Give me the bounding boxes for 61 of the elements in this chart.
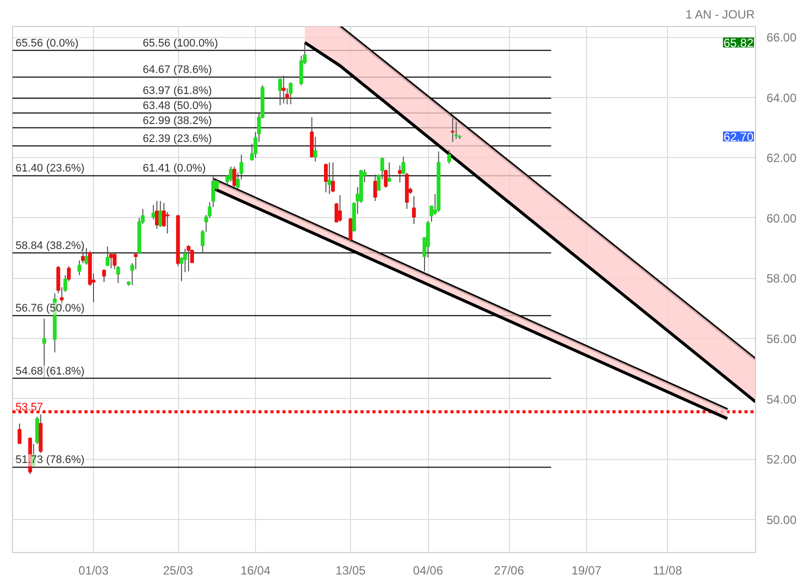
candlestick [228, 166, 233, 182]
ref-line-label: 53.57 [16, 402, 44, 414]
y-tick-label: 50.00 [766, 512, 797, 527]
candlestick [102, 268, 106, 283]
x-tick-label: 19/07 [571, 564, 602, 578]
candlestick [158, 200, 162, 228]
candlestick [282, 75, 286, 104]
candlestick [313, 136, 318, 162]
candlestick [278, 78, 282, 106]
candlestick [373, 174, 378, 202]
annotation: 65.82 [723, 36, 754, 50]
y-tick-label: 52.00 [766, 452, 797, 467]
candlestick [166, 211, 170, 234]
annotation: 64.67 (78.6%) [142, 64, 212, 76]
ref-line-label: 58.84 (38.2%) [16, 240, 85, 252]
candlestick [348, 217, 352, 242]
ref-line-label: 56.76 (50.0%) [16, 302, 85, 315]
ref-line-label: 54.68 (61.8%) [16, 365, 85, 378]
candlestick [387, 162, 392, 182]
x-tick-label: 16/04 [240, 564, 271, 578]
annotation: 63.97 (61.8%) [142, 85, 212, 98]
candlestick [324, 163, 328, 193]
candlestick [450, 118, 455, 142]
candlestick [398, 164, 402, 183]
annotation: 62.39 (23.6%) [142, 132, 212, 145]
candlestick [447, 149, 452, 164]
annotation: 62.99 (38.2%) [142, 114, 212, 127]
x-tick-label: 13/05 [336, 564, 366, 578]
candlestick [106, 246, 110, 267]
y-tick-label: 56.00 [766, 332, 797, 346]
y-tick-label: 58.00 [766, 272, 797, 286]
chart-subtitle: 1 AN - JOUR [685, 8, 756, 22]
x-tick-label: 25/03 [162, 564, 194, 578]
candlestick [454, 122, 458, 140]
y-tick-label: 62.00 [766, 151, 797, 166]
annotation: 61.41 (0.0%) [142, 162, 206, 174]
candlestick [154, 200, 159, 230]
ref-line-label: 51.73 (78.6%) [16, 454, 85, 466]
x-tick-label: 27/06 [494, 564, 524, 578]
candlestick [338, 194, 342, 222]
annotation: 63.48 (50.0%) [142, 100, 212, 112]
y-tick-label: 66.00 [766, 30, 797, 45]
ref-line-label: 61.40 (23.6%) [16, 162, 85, 175]
candlestick [412, 196, 416, 224]
candlestick [151, 204, 156, 220]
y-tick-label: 64.00 [766, 90, 797, 105]
candlestick [232, 166, 236, 188]
ref-line-label: 65.56 (0.0%) [16, 37, 78, 50]
candlestick [331, 162, 335, 193]
candlestick [288, 82, 293, 105]
candlestick [134, 252, 138, 270]
candlestick [112, 252, 117, 270]
annotation: 62.70 [723, 130, 754, 144]
y-tick-label: 54.00 [766, 392, 797, 406]
annotation: 65.56 (100.0%) [142, 37, 218, 50]
x-tick-label: 04/06 [413, 564, 444, 578]
x-tick-label: 11/08 [652, 564, 682, 578]
candlestick [328, 162, 332, 195]
x-tick-label: 01/03 [78, 564, 109, 578]
candlestick [186, 244, 190, 272]
y-tick-label: 60.00 [766, 211, 797, 226]
